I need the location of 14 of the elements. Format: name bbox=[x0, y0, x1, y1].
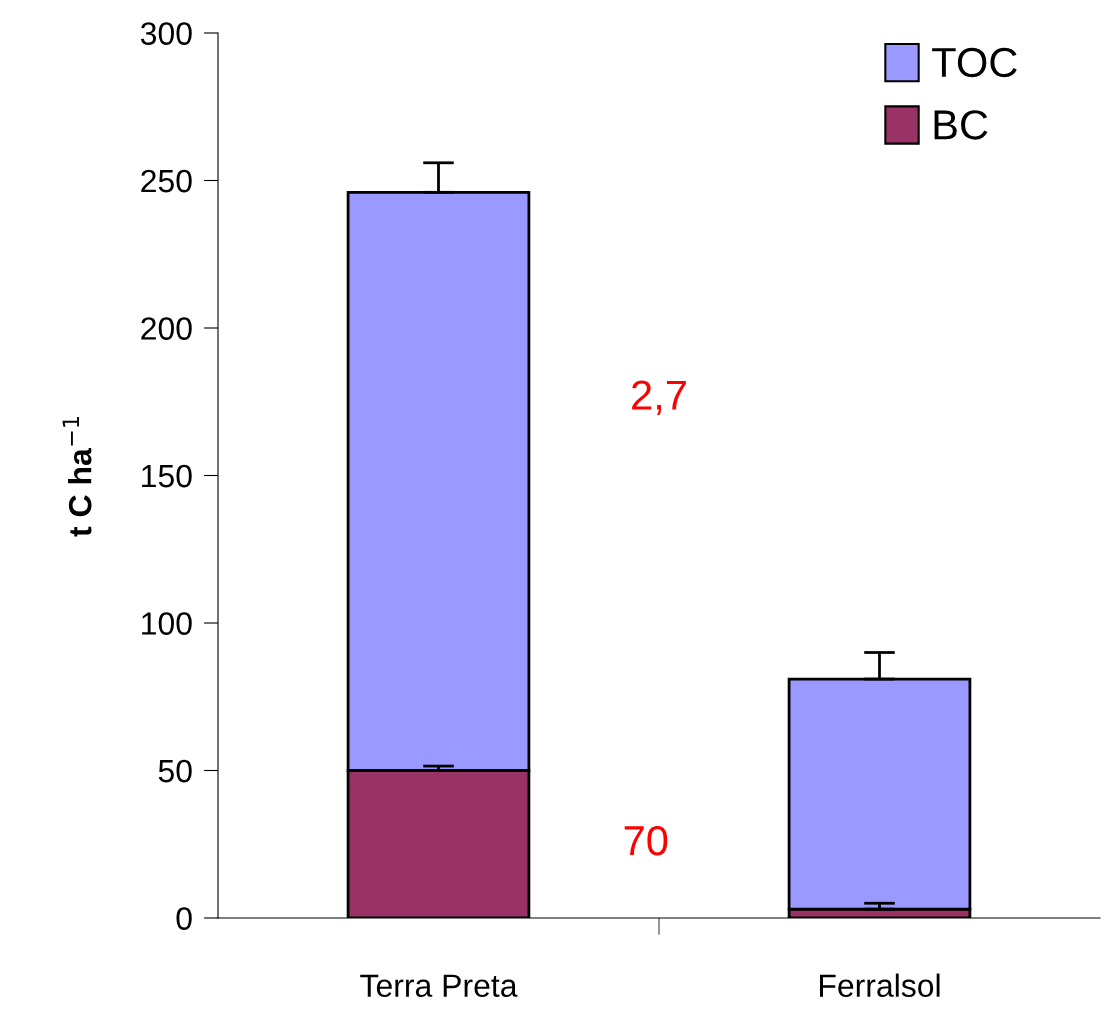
legend-label: BC bbox=[934, 110, 988, 140]
x-tick-label: Terra Preta bbox=[360, 974, 518, 998]
y-tick-label: 100 bbox=[142, 612, 192, 635]
legend-label: TOC bbox=[932, 47, 1017, 78]
y-tick-label: 150 bbox=[142, 464, 192, 488]
y-tick-label: 200 bbox=[141, 317, 192, 340]
y-tick-label: 0 bbox=[176, 907, 192, 930]
annotation: 70 bbox=[624, 825, 668, 856]
x-tick-label: Ferralsol bbox=[820, 973, 940, 998]
annotation: 2,7 bbox=[632, 380, 686, 415]
y-tick-label: 50 bbox=[158, 759, 192, 783]
y-tick-label: 300 bbox=[140, 22, 192, 45]
y-tick-label: 250 bbox=[141, 169, 192, 193]
y-axis-title: t C ha$^{−1}$ bbox=[62, 417, 92, 537]
